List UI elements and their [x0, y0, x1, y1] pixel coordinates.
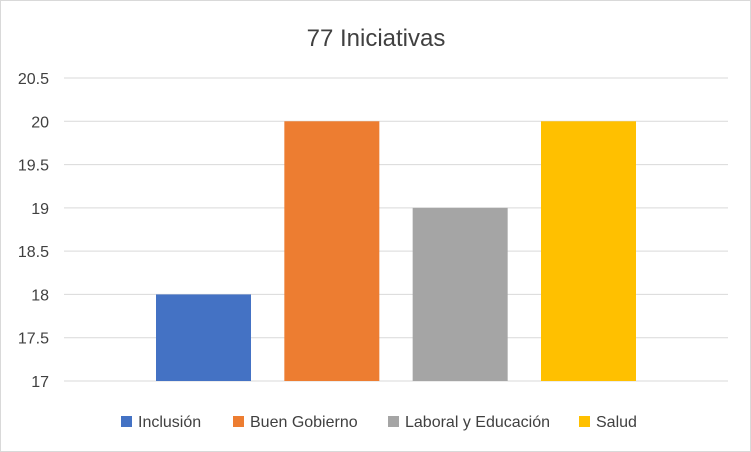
legend: Inclusión Buen Gobierno Laboral y Educació…: [121, 414, 637, 431]
bar-4: [541, 121, 636, 382]
legend-item: Laboral y Educación: [388, 414, 550, 431]
y-axis-ticks: 17 17.5 18 18.5 19 19.5 20 20.5: [18, 71, 49, 391]
y-tick-label: 18: [31, 287, 49, 304]
legend-label: Laboral y Educación: [405, 414, 550, 431]
legend-swatch: [233, 416, 244, 427]
legend-item: Salud: [579, 414, 637, 431]
chart-title: 77 Iniciativas: [307, 25, 446, 52]
bar-2: [284, 121, 380, 382]
y-tick-label: 17.5: [18, 331, 49, 348]
y-tick-label: 19: [31, 201, 49, 218]
y-tick-label: 20.5: [18, 71, 49, 88]
legend-swatch: [579, 416, 590, 427]
bar-3: [412, 207, 508, 381]
legend-label: Salud: [596, 414, 637, 431]
legend-item: Inclusión: [121, 414, 201, 431]
legend-swatch: [121, 416, 132, 427]
y-tick-label: 17: [31, 374, 49, 391]
legend-label: Buen Gobierno: [250, 414, 358, 431]
y-tick-label: 18.5: [18, 244, 49, 261]
legend-item: Buen Gobierno: [233, 414, 358, 431]
legend-swatch: [388, 416, 399, 427]
legend-label: Inclusión: [138, 414, 201, 431]
bars: [156, 121, 636, 382]
y-tick-label: 19.5: [18, 158, 49, 175]
bar-1: [156, 294, 251, 381]
y-tick-label: 20: [31, 114, 49, 131]
